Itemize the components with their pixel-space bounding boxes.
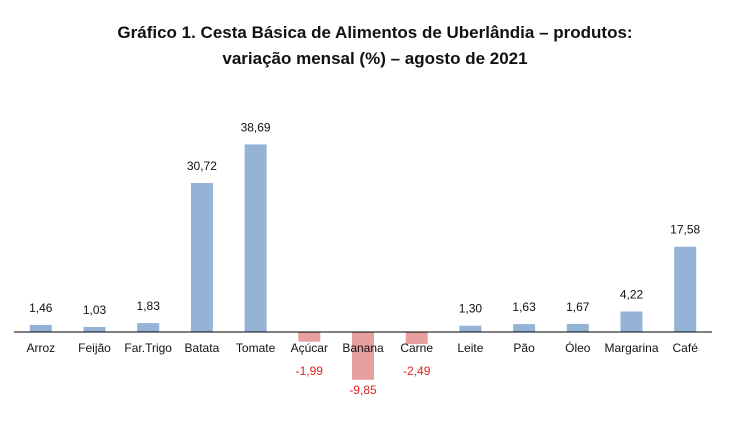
category-label-margarina: Margarina (604, 341, 658, 355)
bar-oleo (566, 323, 589, 332)
chart-title-line-1: Gráfico 1. Cesta Básica de Alimentos de … (117, 23, 633, 42)
value-label-arroz: 1,46 (29, 301, 53, 315)
bar-acucar (298, 332, 321, 342)
bar-cafe (674, 246, 697, 332)
category-label-far-trigo: Far.Trigo (124, 341, 172, 355)
value-label-batata: 30,72 (187, 159, 217, 173)
value-label-acucar: -1,99 (296, 364, 324, 378)
bar-feijao (83, 327, 106, 332)
category-label-arroz: Arroz (26, 341, 55, 355)
bar-banana (352, 332, 374, 380)
value-label-oleo: 1,67 (566, 300, 590, 314)
category-label-banana: Banana (342, 341, 384, 355)
labels-layer: Arroz 1,46 Feijão 1,03 Far.Trigo 1,83 Batata 30… (26, 120, 700, 396)
category-label-tomate: Tomate (236, 341, 276, 355)
category-label-carne: Carne (400, 341, 433, 355)
value-label-feijao: 1,03 (83, 303, 107, 317)
bar-margarina (620, 311, 643, 332)
value-label-carne: -2,49 (403, 364, 431, 378)
value-label-margarina: 4,22 (620, 288, 644, 302)
bar-arroz (29, 324, 52, 332)
category-label-feijao: Feijão (78, 341, 111, 355)
bar-tomate (244, 144, 267, 332)
bar-pao (513, 324, 536, 332)
bar-batata (190, 183, 213, 332)
category-label-leite: Leite (457, 341, 483, 355)
value-label-leite: 1,30 (459, 302, 483, 316)
value-label-pao: 1,63 (512, 300, 536, 314)
bar-carne (405, 332, 428, 345)
value-label-far-trigo: 1,83 (137, 299, 161, 313)
bars-layer (29, 144, 697, 380)
chart-title-line-2: variação mensal (%) – agosto de 2021 (222, 49, 528, 68)
bar-far-trigo (137, 323, 160, 332)
category-label-batata: Batata (185, 341, 220, 355)
value-label-cafe: 17,58 (670, 223, 700, 237)
category-label-cafe: Café (673, 341, 699, 355)
category-label-acucar: Açúcar (291, 341, 328, 355)
bar-leite (459, 325, 482, 332)
category-label-oleo: Óleo (565, 340, 591, 355)
value-label-banana: -9,85 (349, 383, 377, 397)
category-label-pao: Pão (513, 341, 535, 355)
value-label-tomate: 38,69 (241, 120, 271, 134)
